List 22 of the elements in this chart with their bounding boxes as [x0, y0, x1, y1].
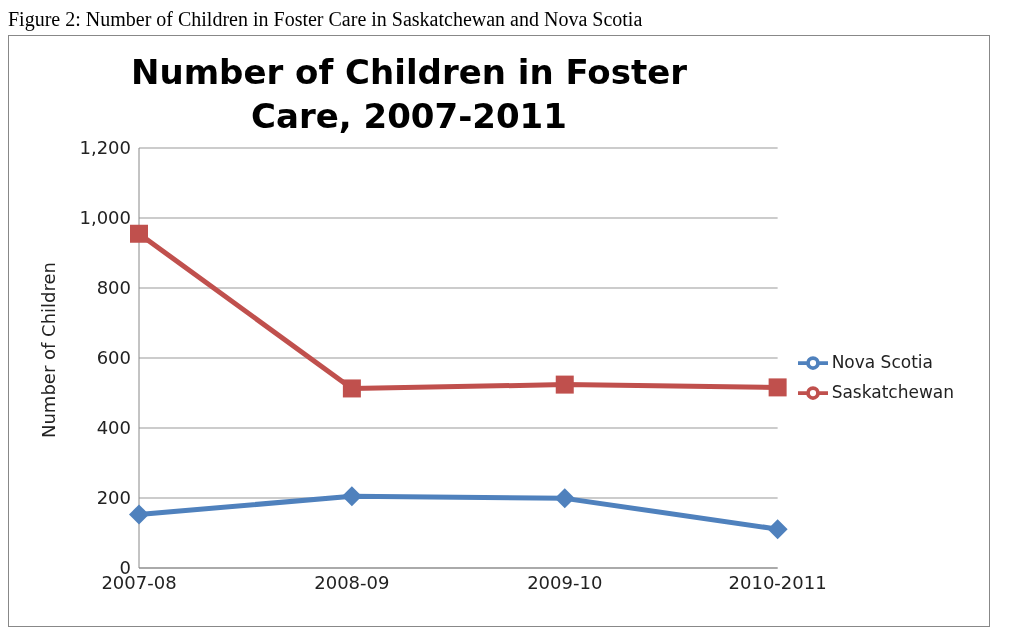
y-tick-label: 600 [96, 347, 131, 369]
point [342, 379, 361, 398]
x-tick-label: 2009-10 [527, 571, 603, 593]
x-tick-label: 2010-2011 [728, 571, 827, 593]
legend-label: Nova Scotia [831, 352, 933, 372]
y-axis-title: Number of Children [38, 262, 60, 438]
point [554, 488, 575, 509]
y-tick-label: 800 [96, 277, 131, 299]
y-tick-label: 200 [96, 487, 131, 509]
point [129, 504, 149, 525]
x-tick-label: 2008-09 [314, 571, 390, 593]
y-tick-label: 1,200 [79, 137, 131, 159]
point [767, 519, 788, 540]
point [341, 486, 362, 507]
legend-label: Saskatchewan [831, 382, 954, 402]
point [768, 378, 787, 397]
point [130, 224, 148, 243]
chart-title: Number of Children in Foster Care, 2007-2011 [130, 51, 688, 138]
y-tick-label: 1,000 [79, 207, 131, 229]
y-tick-label: 400 [96, 417, 131, 439]
point [555, 375, 574, 394]
caption: Figure 2: Number of Children in Foster Care in Saskatchewan and Nova Scotia [8, 8, 644, 31]
